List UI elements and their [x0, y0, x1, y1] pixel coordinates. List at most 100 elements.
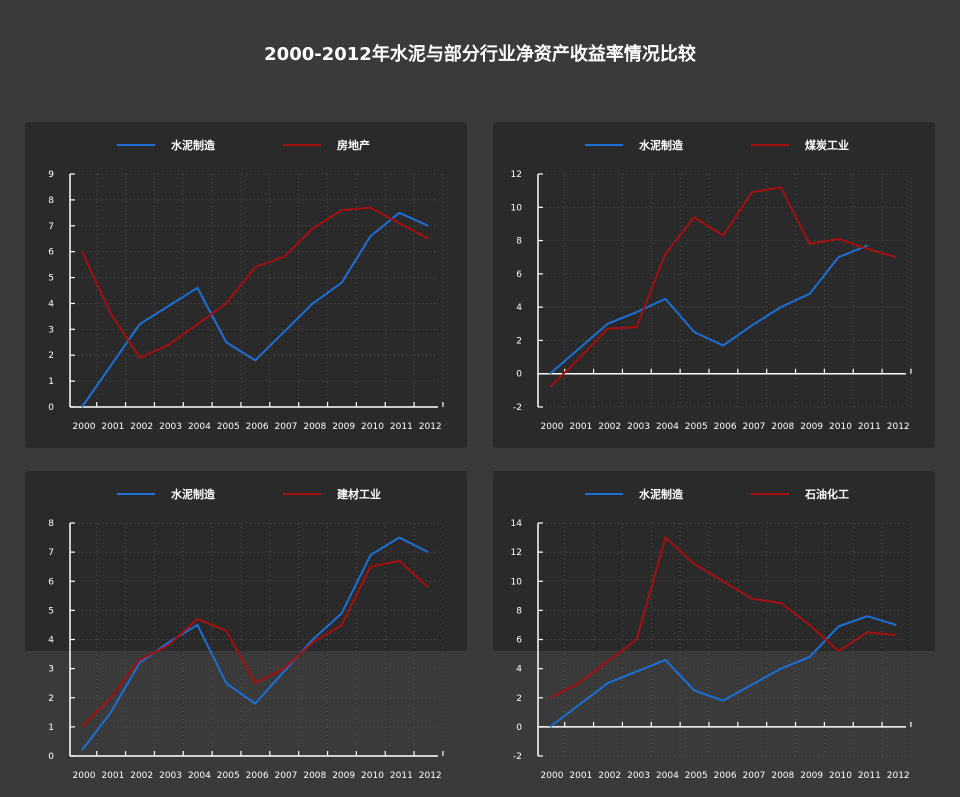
x-tick-label: 2005 [685, 422, 708, 432]
legend-label-1: 水泥制造 [639, 487, 684, 501]
y-tick-label: 8 [516, 606, 522, 616]
y-tick-label: 2 [48, 351, 54, 361]
legend-label-1: 水泥制造 [171, 138, 216, 152]
y-tick-label: 6 [516, 270, 522, 280]
x-tick-label: 2001 [101, 771, 124, 781]
legend-label-2: 房地产 [337, 138, 370, 152]
x-tick-label: 2012 [887, 771, 910, 781]
chart-4-svg: -2 0 2 4 6 8 10 12 14 2000 2001 2002 2003 2004 2005 200… [511, 487, 912, 781]
chart-1-svg: 0 1 2 3 4 5 6 7 8 9 2000 2001 2002 2003 2004 2005 2006 20… [48, 138, 444, 432]
x-tick-label: 2004 [188, 422, 211, 432]
y-tick-label: 2 [516, 694, 522, 704]
x-tick-label: 2011 [858, 771, 881, 781]
chart-3-svg: 0 1 2 3 4 5 6 7 8 2000 2001 2002 2003 2004 2005 2006 200… [48, 487, 444, 781]
y-tick-label: -2 [513, 403, 522, 413]
x-tick-label: 2003 [159, 771, 182, 781]
x-tick-label: 2011 [390, 771, 413, 781]
y-tick-label: 0 [516, 723, 522, 733]
x-tick-label: 2010 [829, 771, 852, 781]
x-tick-label: 2006 [714, 422, 737, 432]
x-tick-label: 2005 [217, 771, 240, 781]
x-tick-label: 2002 [598, 422, 621, 432]
x-tick-label: 2011 [390, 422, 413, 432]
x-tick-label: 2011 [858, 422, 881, 432]
x-tick-label: 2003 [627, 422, 650, 432]
y-tick-label: 0 [48, 752, 54, 762]
x-tick-label: 2002 [598, 771, 621, 781]
y-tick-label: 1 [48, 723, 54, 733]
x-tick-label: 2007 [743, 771, 766, 781]
x-tick-label: 2007 [743, 422, 766, 432]
x-tick-label: 2005 [217, 422, 240, 432]
y-tick-label: 3 [48, 665, 54, 675]
x-tick-label: 2010 [361, 422, 384, 432]
y-tick-label: 10 [511, 203, 523, 213]
x-tick-label: 2004 [656, 771, 679, 781]
y-tick-label: 0 [516, 370, 522, 380]
x-tick-label: 2001 [101, 422, 124, 432]
x-tick-label: 2008 [771, 422, 794, 432]
x-tick-label: 2012 [419, 422, 442, 432]
y-tick-label: 4 [516, 303, 522, 313]
y-tick-label: 4 [48, 636, 54, 646]
x-tick-label: 2005 [685, 771, 708, 781]
x-tick-label: 2002 [130, 771, 153, 781]
chart-panel-3: 0 1 2 3 4 5 6 7 8 2000 2001 2002 2003 2004 2005 2006 200… [25, 471, 467, 781]
x-tick-label: 2009 [800, 771, 823, 781]
x-tick-label: 2002 [130, 422, 153, 432]
x-tick-label: 2000 [73, 771, 96, 781]
x-tick-label: 2006 [246, 771, 269, 781]
y-tick-label: 8 [48, 519, 54, 529]
legend-label-1: 水泥制造 [171, 487, 216, 501]
y-tick-label: 2 [516, 336, 522, 346]
series-line-2 [549, 186, 897, 388]
series-line-1 [549, 615, 897, 728]
y-tick-label: 0 [48, 403, 54, 413]
y-tick-label: 3 [48, 325, 54, 335]
x-tick-label: 2004 [188, 771, 211, 781]
page-title: 2000-2012年水泥与部分行业净资产收益率情况比较 [264, 44, 696, 65]
y-tick-label: 8 [48, 196, 54, 206]
x-tick-label: 2004 [656, 422, 679, 432]
x-tick-label: 2003 [159, 422, 182, 432]
series-line-1 [81, 536, 429, 751]
legend-label-2: 煤炭工业 [805, 138, 849, 152]
legend-label-2: 建材工业 [337, 487, 381, 501]
x-tick-label: 2001 [569, 771, 592, 781]
x-tick-label: 2009 [332, 771, 355, 781]
y-tick-label: 1 [48, 377, 54, 387]
legend-label-2: 石油化工 [804, 487, 849, 501]
y-tick-label: 12 [511, 548, 522, 558]
x-tick-label: 2009 [332, 422, 355, 432]
y-tick-label: -2 [513, 752, 522, 762]
y-tick-label: 6 [48, 248, 54, 258]
y-tick-label: 5 [48, 606, 54, 616]
y-tick-label: 5 [48, 274, 54, 284]
y-tick-label: 8 [516, 237, 522, 247]
y-tick-label: 14 [511, 519, 523, 529]
y-tick-label: 4 [516, 665, 522, 675]
x-tick-label: 2008 [771, 771, 794, 781]
series-line-1 [81, 211, 429, 408]
chart-panel-4: -2 0 2 4 6 8 10 12 14 2000 2001 2002 2003 2004 2005 200… [493, 471, 935, 781]
x-tick-label: 2008 [303, 422, 326, 432]
x-tick-label: 2006 [246, 422, 269, 432]
y-tick-label: 7 [48, 222, 54, 232]
x-tick-label: 2007 [275, 422, 298, 432]
x-tick-label: 2010 [361, 771, 384, 781]
series-line-2 [549, 535, 897, 699]
series-line-2 [81, 206, 429, 360]
x-tick-label: 2009 [800, 422, 823, 432]
x-tick-label: 2010 [829, 422, 852, 432]
y-tick-label: 9 [48, 170, 54, 180]
chart-2-svg: -2 0 2 4 6 8 10 12 2000 2001 2002 2003 2004 2005 2006 2… [511, 138, 912, 432]
y-tick-label: 7 [48, 548, 54, 558]
x-tick-label: 2012 [887, 422, 910, 432]
series-line-2 [81, 559, 429, 728]
x-tick-label: 2012 [419, 771, 442, 781]
y-tick-label: 2 [48, 694, 54, 704]
x-tick-label: 2001 [569, 422, 592, 432]
y-tick-label: 10 [511, 577, 523, 587]
x-tick-label: 2006 [714, 771, 737, 781]
x-tick-label: 2000 [541, 422, 564, 432]
